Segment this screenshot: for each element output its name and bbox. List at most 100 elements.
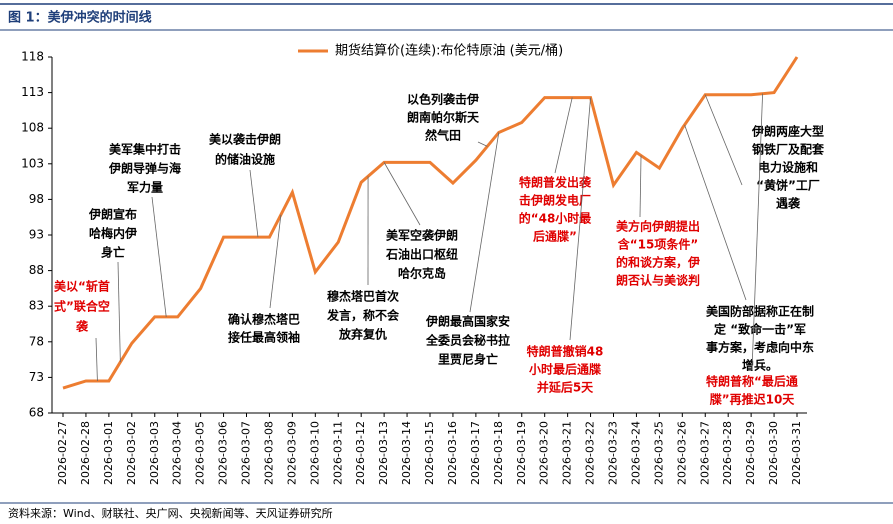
annotation: 的和谈方案，伊 [616,255,700,270]
annotation: 的“48小时最 [519,211,593,226]
x-tick-label: 2026-03-10 [308,421,321,485]
x-tick-label: 2026-03-27 [698,421,711,485]
annotation: 袭 [75,319,89,334]
annotation: 石油出口枢纽 [385,247,458,262]
x-tick-label: 2026-02-27 [56,421,69,485]
leader-line [151,196,167,317]
annotation: 并延后5天 [537,380,594,395]
title: 图 1：美伊冲突的时间线 [8,10,152,26]
x-tick-label: 2026-03-07 [240,421,253,485]
annotation: 牒”再推迟10天 [710,392,796,407]
x-tick-label: 2026-03-15 [423,421,436,485]
x-tick-label: 2026-03-26 [675,421,688,485]
leader-line [684,124,747,301]
leader-line [249,169,259,238]
x-tick-label: 2026-03-13 [377,421,390,485]
annotation: 然气田 [425,128,461,143]
x-tick-label: 2026-03-16 [446,421,459,485]
leader-line [95,337,98,381]
annotation: “黄饼”工厂 [756,178,820,193]
annotation: 特朗普称“最后通 [706,374,798,389]
annotation: 增兵。 [742,358,778,373]
annotation: 美军集中打击 [109,142,181,157]
leader-line [269,214,282,309]
annotation: 式”联合空 [54,299,110,314]
y-tick-label: 113 [21,85,44,99]
leader-line [383,162,421,226]
y-tick-label: 83 [29,299,44,313]
annotation: 伊朗导弹与海 [108,161,181,176]
annotation: 的储油设施 [215,152,275,167]
annotation: 接任最高领袖 [228,330,300,345]
annotation: 击伊朗发电厂 [519,193,591,208]
x-tick-label: 2026-03-31 [790,421,803,485]
annotation: 美以“斩首 [54,279,110,294]
x-tick-label: 2026-03-12 [354,421,367,485]
x-tick-label: 2026-03-18 [492,421,505,485]
legend-label: 期货结算价(连续):布伦特原油 (美元/桶) [335,43,563,59]
annotation: 哈梅内伊 [89,226,137,241]
y-tick-label: 88 [29,263,44,277]
y-tick-label: 118 [21,50,44,64]
x-tick-label: 2026-03-20 [538,421,551,485]
annotation: 伊朗最高国家安 [425,314,510,329]
annotation: 伊朗两座大型 [751,124,824,139]
x-tick-label: 2026-03-22 [584,421,597,485]
x-tick-label: 2026-02-28 [79,421,92,485]
annotation: 美方向伊朗提出 [616,219,700,234]
x-tick-label: 2026-03-09 [285,421,298,485]
annotation: 哈尔克岛 [398,266,446,281]
annotation: 事方案，考虑向中东 [706,340,814,355]
price-line [62,56,799,390]
y-tick-label: 98 [29,192,44,206]
x-tick-label: 2026-03-01 [102,421,115,485]
x-tick-label: 2026-03-06 [217,421,230,485]
annotation: 定 “致命一击”军 [714,322,806,337]
annotation: 以色列袭击伊 [407,92,479,107]
annotation: 朗南帕尔斯天 [407,110,480,125]
x-tick-label: 2026-03-30 [767,421,780,485]
x-tick-label: 2026-03-11 [331,421,344,485]
x-tick-label: 2026-03-04 [171,421,184,485]
x-tick-label: 2026-03-25 [652,421,665,485]
annotation: 伊朗宣布 [88,207,137,222]
y-tick-label: 103 [21,156,44,170]
annotation: 后通牒” [533,229,577,244]
x-tick-label: 2026-03-02 [125,421,138,485]
annotation: 美军空袭伊朗 [386,228,458,243]
x-tick-label: 2026-03-17 [469,421,482,485]
leader-line [639,155,642,218]
source: 资料来源：Wind、财联社、央广网、央视新闻等、天风证券研究所 [8,506,333,520]
y-tick-label: 108 [21,121,44,135]
leader-line [704,94,743,186]
x-tick-label: 2026-03-28 [721,421,734,485]
annotation: 全委员会秘书拉 [425,333,510,348]
x-tick-label: 2026-03-05 [194,421,207,485]
x-tick-label: 2026-03-08 [262,421,275,485]
annotation: 遇袭 [776,196,801,211]
annotation: 穆杰塔巴首次 [327,289,399,304]
annotation: 美以袭击伊朗 [209,132,281,147]
annotation: 发言，称不会 [326,308,400,323]
annotation: 特朗普发出袭 [519,175,592,190]
annotation: 放弃复仇 [338,327,387,342]
annotation: 含“15项条件” [618,237,698,252]
leader-line [751,93,763,371]
leader-line [469,132,500,313]
y-tick-label: 73 [29,370,44,384]
annotation: 朗否认与美谈判 [616,273,700,288]
y-tick-label: 78 [29,334,44,348]
y-tick-label: 93 [29,228,44,242]
annotation: 军力量 [127,180,163,195]
x-tick-label: 2026-03-21 [561,421,574,485]
x-tick-label: 2026-03-29 [744,421,757,485]
annotation: 钢铁厂及配套 [752,142,825,157]
x-tick-label: 2026-03-14 [400,421,413,485]
x-tick-label: 2026-03-24 [629,421,642,485]
annotation: 身亡 [101,245,125,260]
x-tick-label: 2026-03-23 [607,421,620,485]
leader-line [569,97,591,341]
leader-line [554,97,573,174]
annotation: 美国防部据称正在制 [706,304,814,319]
